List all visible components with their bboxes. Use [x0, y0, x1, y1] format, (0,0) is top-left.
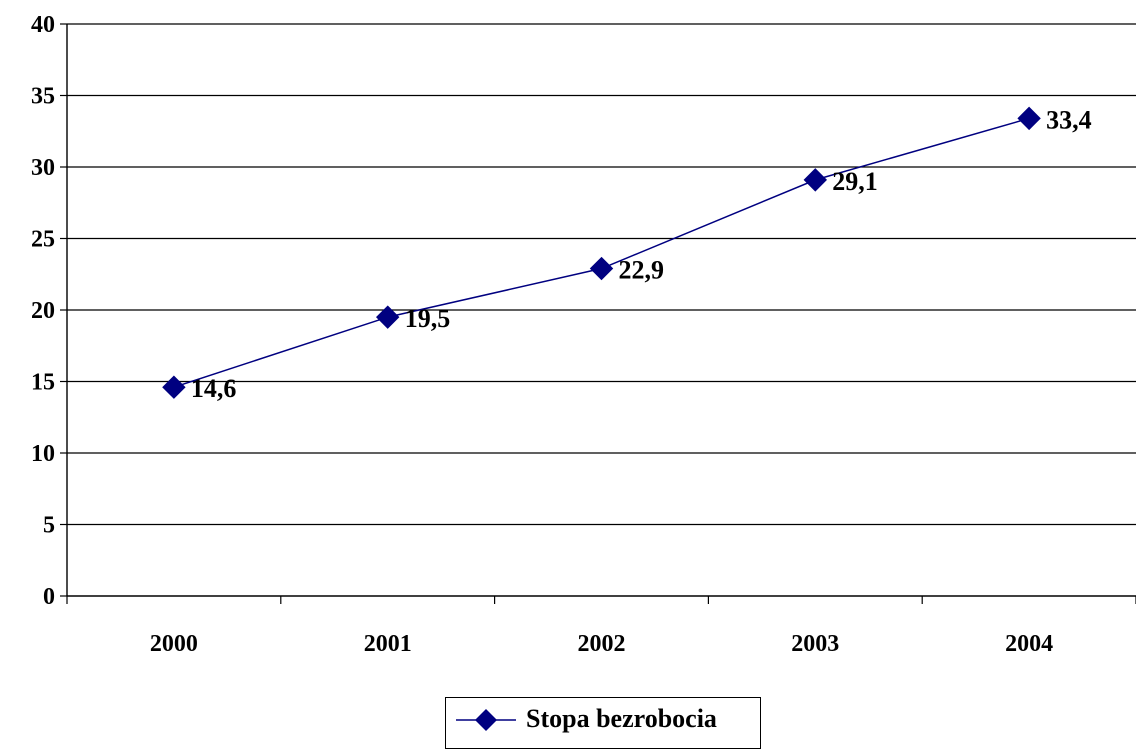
legend-swatch-diamond-icon [456, 706, 516, 734]
axes [60, 24, 1136, 604]
x-tick-label: 2000 [150, 631, 198, 657]
data-label: 14,6 [191, 374, 237, 403]
y-tick-label: 40 [31, 12, 55, 38]
legend-label: Stopa bezrobocia [526, 704, 717, 734]
data-label: 19,5 [405, 304, 451, 333]
data-point-marker [591, 258, 613, 280]
y-tick-label: 5 [43, 513, 55, 539]
series-stopa-bezrobocia [163, 107, 1040, 398]
y-tick-label: 35 [31, 84, 55, 110]
data-label: 33,4 [1046, 105, 1092, 134]
x-tick-label: 2003 [791, 631, 839, 657]
data-point-marker [1018, 107, 1040, 129]
x-tick-label: 2001 [364, 631, 412, 657]
y-tick-label: 25 [31, 227, 55, 253]
data-point-marker [804, 169, 826, 191]
data-point-marker [163, 376, 185, 398]
data-labels: 14,6 19,5 22,9 29,1 33,4 [191, 105, 1092, 403]
legend: Stopa bezrobocia [445, 697, 761, 749]
y-tick-label: 0 [43, 584, 55, 610]
x-tick-label: 2002 [578, 631, 626, 657]
data-label: 29,1 [832, 167, 878, 196]
series-line [174, 118, 1029, 387]
x-tick-label: 2004 [1005, 631, 1053, 657]
data-label: 22,9 [619, 256, 665, 285]
y-tick-label: 15 [31, 370, 55, 396]
y-tick-label: 30 [31, 155, 55, 181]
x-axis-tick-labels: 2000 2001 2002 2003 2004 [150, 631, 1053, 657]
y-tick-label: 20 [31, 298, 55, 324]
y-axis-tick-labels: 0 5 10 15 20 25 30 35 40 [31, 12, 55, 610]
y-tick-label: 10 [31, 441, 55, 467]
